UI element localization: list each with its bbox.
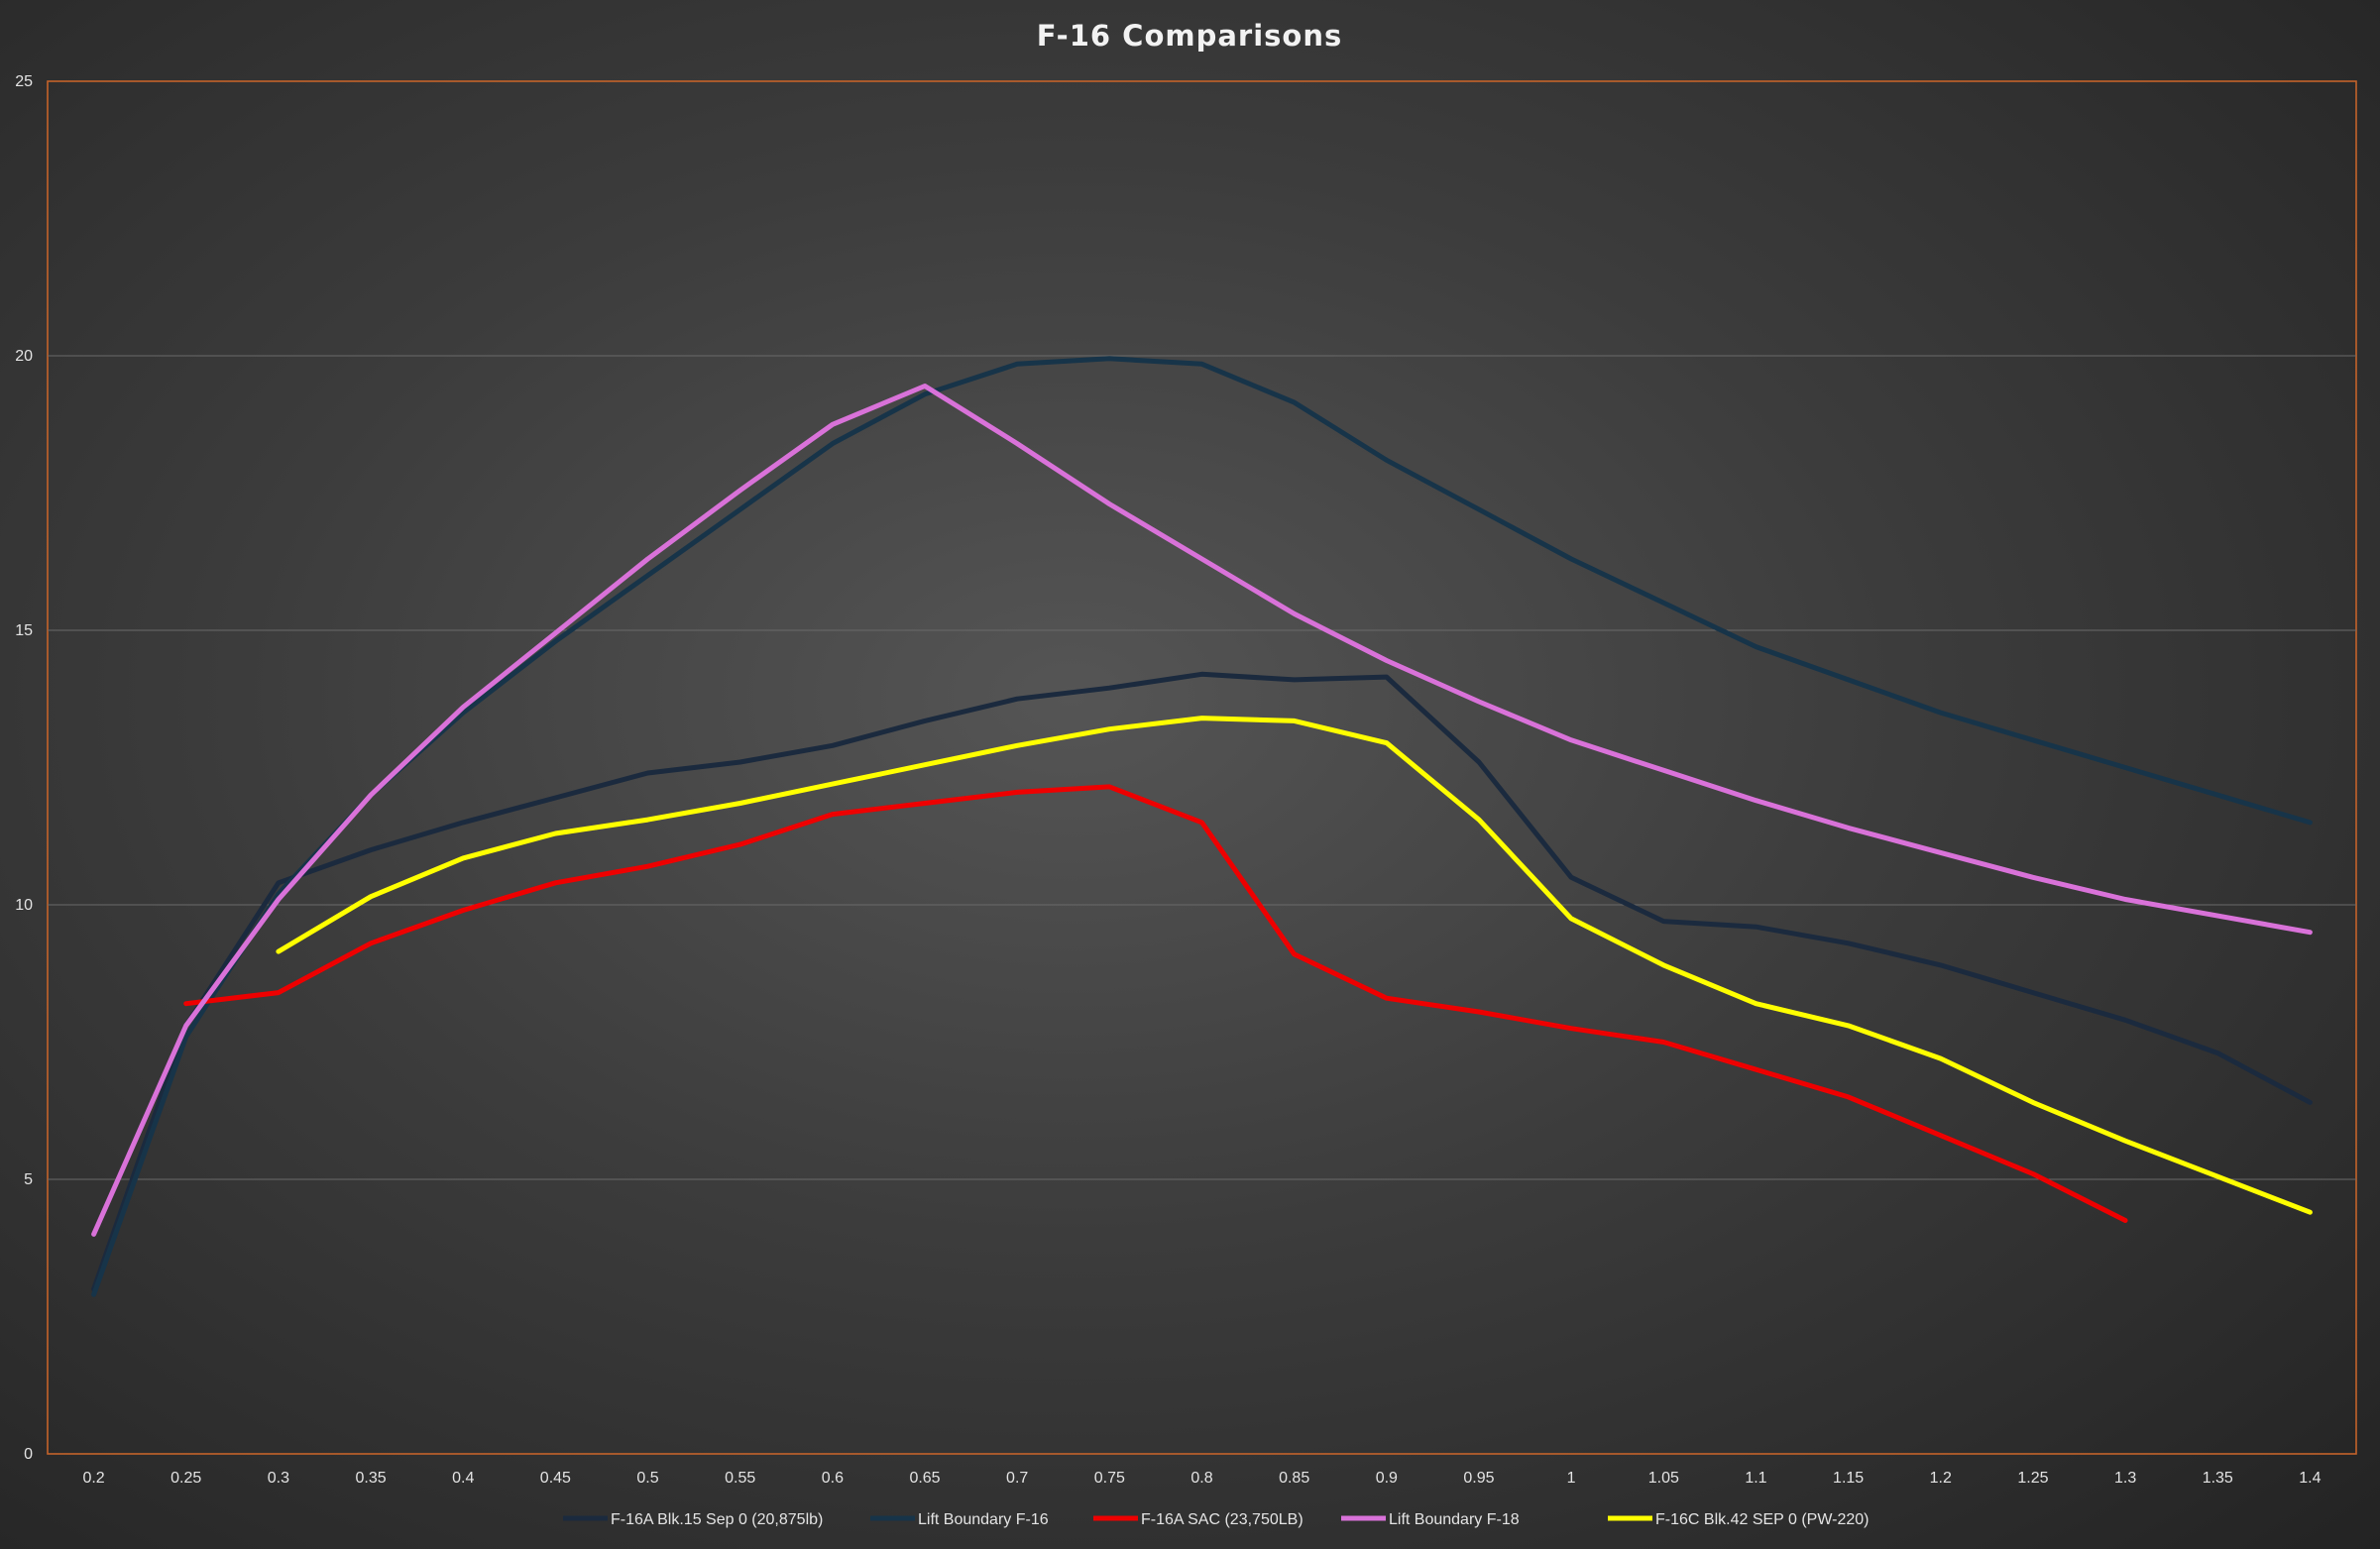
- chart-title: F-16 Comparisons: [1037, 19, 1343, 53]
- legend-label: Lift Boundary F-16: [918, 1511, 1049, 1528]
- series-line-lift-boundary-f-16: [91, 356, 2313, 1297]
- x-tick-label: 0.25: [170, 1470, 201, 1487]
- x-tick-label: 0.45: [540, 1470, 571, 1487]
- series-line-f-16a-sac-23-750lb: [183, 784, 2128, 1223]
- x-tick-label: 1.35: [2203, 1470, 2233, 1487]
- x-tick-label: 1: [1567, 1470, 1576, 1487]
- x-tick-label: 1.25: [2017, 1470, 2048, 1487]
- x-tick-label: 0.8: [1190, 1470, 1212, 1487]
- x-tick-label: 0.5: [636, 1470, 658, 1487]
- x-tick-label: 0.3: [268, 1470, 289, 1487]
- series-lines: [91, 356, 2313, 1297]
- series-line-lift-boundary-f-18: [91, 384, 2313, 1237]
- x-tick-label: 0.55: [725, 1470, 755, 1487]
- x-tick-label: 1.15: [1833, 1470, 1864, 1487]
- y-tick-label: 20: [15, 348, 33, 365]
- y-tick-label: 5: [24, 1171, 33, 1188]
- legend-label: F-16A SAC (23,750LB): [1141, 1511, 1303, 1528]
- legend-label: F-16C Blk.42 SEP 0 (PW-220): [1655, 1511, 1870, 1528]
- grid-lines: [48, 355, 2356, 1180]
- legend-label: Lift Boundary F-18: [1389, 1511, 1520, 1528]
- legend: F-16A Blk.15 Sep 0 (20,875lb) Lift Bounda…: [563, 1511, 1870, 1528]
- plot-area-border: [47, 80, 2357, 1455]
- x-tick-label: 1.2: [1930, 1470, 1952, 1487]
- legend-label: F-16A Blk.15 Sep 0 (20,875lb): [611, 1511, 823, 1528]
- y-tick-label: 15: [15, 622, 33, 639]
- y-axis-ticks: 0 5 10 15 20 25: [15, 73, 33, 1463]
- x-tick-label: 1.1: [1745, 1470, 1766, 1487]
- series-line-f-16c-blk-42-sep-0-pw-220: [276, 716, 2313, 1215]
- x-tick-label: 1.3: [2114, 1470, 2136, 1487]
- x-tick-label: 0.4: [452, 1470, 474, 1487]
- x-tick-label: 0.85: [1279, 1470, 1309, 1487]
- y-tick-label: 25: [15, 73, 33, 90]
- x-tick-label: 0.9: [1376, 1470, 1398, 1487]
- x-tick-label: 0.65: [909, 1470, 940, 1487]
- x-tick-label: 0.95: [1463, 1470, 1494, 1487]
- x-axis-ticks: 0.2 0.25 0.3 0.35 0.4 0.45 0.5 0.55 0.6 0.65 0.7 0.…: [82, 1470, 2321, 1487]
- y-tick-label: 0: [24, 1446, 33, 1463]
- x-tick-label: 0.35: [355, 1470, 386, 1487]
- x-tick-label: 0.7: [1006, 1470, 1028, 1487]
- x-tick-label: 0.6: [822, 1470, 844, 1487]
- series-line-f-16a-blk-15-sep-0-20-875lb: [91, 671, 2313, 1292]
- x-tick-label: 1.4: [2299, 1470, 2321, 1487]
- x-tick-label: 0.2: [82, 1470, 104, 1487]
- x-tick-label: 0.75: [1094, 1470, 1125, 1487]
- x-tick-label: 1.05: [1648, 1470, 1679, 1487]
- y-tick-label: 10: [15, 897, 33, 914]
